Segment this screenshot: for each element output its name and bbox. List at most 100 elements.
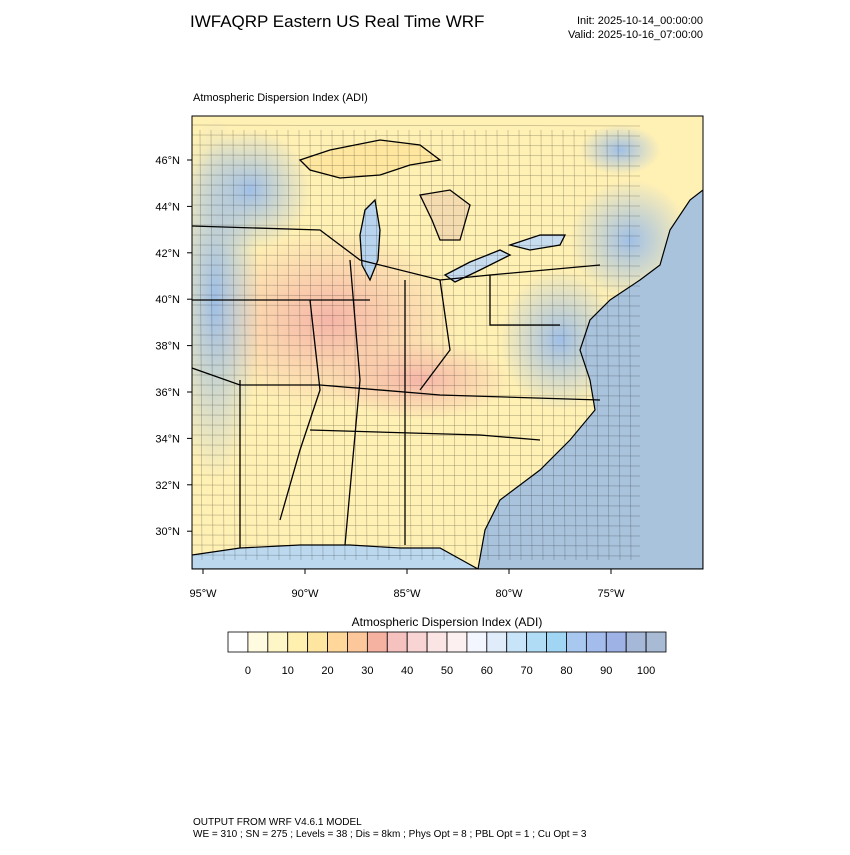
colorbar-box <box>267 631 289 653</box>
county-line <box>192 324 641 327</box>
colorbar-box <box>486 631 508 653</box>
county-line <box>408 129 412 561</box>
county-line <box>192 254 641 257</box>
county-line <box>192 534 641 537</box>
colorbar-box <box>227 631 249 653</box>
map-frame <box>191 115 704 570</box>
county-line <box>192 404 641 407</box>
colorbar-box <box>546 631 567 653</box>
county-line <box>309 129 313 561</box>
county-line <box>276 129 280 561</box>
county-line <box>192 304 641 307</box>
county-line <box>192 424 641 427</box>
map-field <box>192 116 703 569</box>
county-line <box>192 204 641 207</box>
county-line <box>192 464 641 467</box>
county-line <box>192 174 641 177</box>
county-line <box>192 264 641 267</box>
county-line <box>192 514 641 517</box>
county-line <box>192 484 641 487</box>
county-line <box>192 194 641 197</box>
county-line <box>430 129 434 561</box>
county-line <box>342 129 346 561</box>
county-line <box>518 129 522 561</box>
county-line <box>192 184 641 187</box>
colorbar-tick-label: 70 <box>521 665 533 677</box>
colorbar-box <box>307 631 328 653</box>
county-line <box>474 129 478 561</box>
county-line <box>606 129 610 561</box>
county-line <box>320 129 324 561</box>
county-line <box>192 504 641 507</box>
colorbar-box <box>327 631 348 653</box>
county-line <box>192 354 641 357</box>
colorbar-box <box>566 631 587 653</box>
county-line <box>192 134 641 137</box>
colorbar-title: Atmospheric Dispersion Index (ADI) <box>352 615 543 629</box>
footer-line: OUTPUT FROM WRF V4.6.1 MODEL <box>193 817 362 828</box>
county-line <box>617 129 621 561</box>
county-line <box>551 129 555 561</box>
colorbar-box <box>446 631 468 653</box>
lon-label: 80°W <box>495 588 523 600</box>
county-line <box>192 384 641 387</box>
county-line <box>192 434 641 437</box>
colorbar-box <box>585 631 607 653</box>
county-line <box>265 129 269 561</box>
county-line <box>192 284 641 287</box>
map-title: Atmospheric Dispersion Index (ADI) <box>193 92 368 104</box>
county-line <box>441 129 445 561</box>
county-line <box>192 394 641 397</box>
county-line <box>192 124 641 127</box>
lat-label: 46°N <box>155 155 180 167</box>
county-line <box>192 224 641 227</box>
colorbar-tick-label: 90 <box>600 665 612 677</box>
county-line <box>192 294 641 297</box>
county-line <box>192 554 641 557</box>
county-line <box>192 494 641 497</box>
county-line <box>507 129 511 561</box>
valid-time: Valid: 2025-10-16_07:00:00 <box>568 29 703 41</box>
colorbar-box <box>526 631 547 653</box>
county-line <box>192 154 641 157</box>
init-time: Init: 2025-10-14_00:00:00 <box>577 15 703 27</box>
colorbar-box <box>645 631 667 653</box>
lat-label: 40°N <box>155 294 180 306</box>
county-line <box>364 129 368 561</box>
colorbar-tick-label: 60 <box>481 665 493 677</box>
county-line <box>397 129 401 561</box>
county-line <box>562 129 566 561</box>
county-line <box>192 334 641 337</box>
county-line <box>463 129 467 561</box>
county-line <box>386 129 390 561</box>
county-line <box>353 129 357 561</box>
lat-label: 34°N <box>155 433 180 445</box>
county-line <box>192 314 641 317</box>
colorbar-box <box>625 631 647 653</box>
county-line <box>192 244 641 247</box>
colorbar-box <box>287 631 309 653</box>
county-line <box>192 444 641 447</box>
county-line <box>529 129 533 561</box>
lon-label: 95°W <box>189 588 217 600</box>
colorbar-tick-label: 20 <box>321 665 333 677</box>
county-line <box>192 374 641 377</box>
lat-label: 44°N <box>155 201 180 213</box>
county-line <box>192 414 641 417</box>
lon-label: 90°W <box>291 588 319 600</box>
county-line <box>192 524 641 527</box>
title: IWFAQRP Eastern US Real Time WRF <box>190 12 484 31</box>
county-line <box>192 274 641 277</box>
county-line <box>192 234 641 237</box>
colorbar-box <box>347 631 368 653</box>
county-line <box>540 129 544 561</box>
county-line <box>452 129 456 561</box>
colorbar-tick-label: 100 <box>637 665 655 677</box>
county-line <box>419 129 423 561</box>
colorbar-box <box>466 631 488 653</box>
colorbar-box <box>506 631 528 653</box>
county-line <box>584 129 588 561</box>
county-line <box>192 364 641 367</box>
